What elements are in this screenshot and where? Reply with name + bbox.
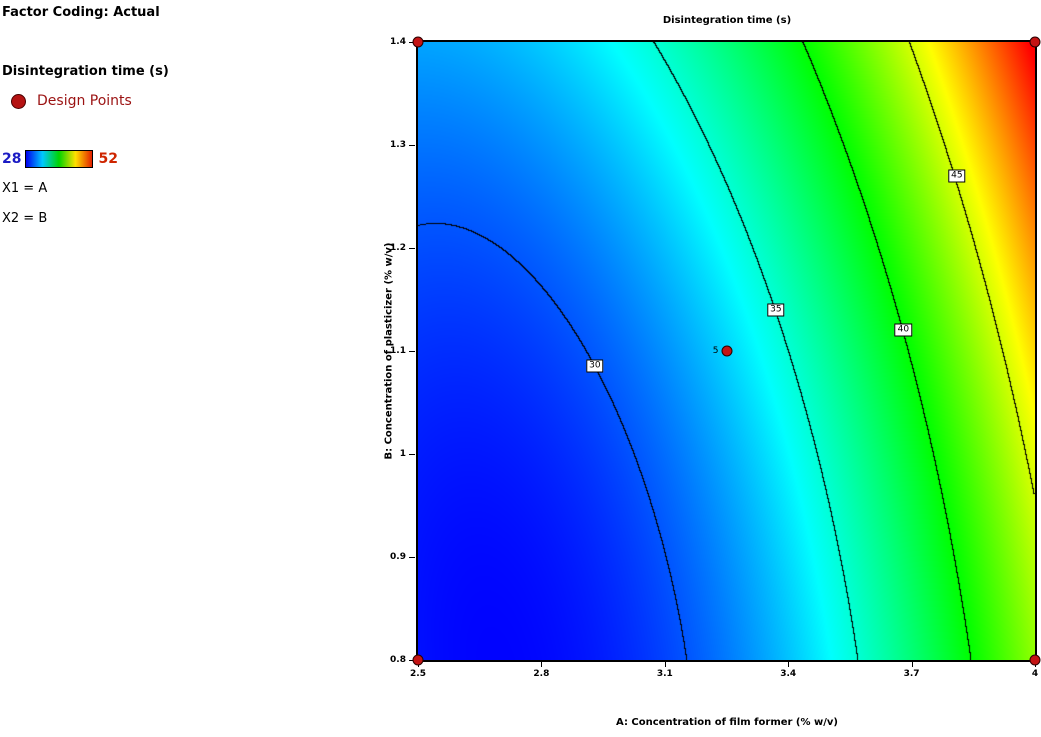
- y-tick-mark: [409, 557, 415, 558]
- x-tick-label: 2.5: [410, 669, 426, 679]
- y-tick-label: 0.8: [390, 655, 406, 665]
- chart-title: Disintegration time (s): [662, 15, 792, 26]
- y-tick-label: 0.9: [390, 552, 406, 562]
- contour-line-label: 45: [948, 169, 966, 183]
- x-tick-label: 3.1: [656, 669, 673, 679]
- x-tick-label: 2.8: [533, 669, 550, 679]
- x-tick-mark: [664, 662, 666, 667]
- design-point-count-label: 5: [712, 346, 719, 356]
- plot-area: 30 35 40 45 5: [412, 36, 1041, 666]
- y-tick-mark: [409, 454, 415, 455]
- x-tick-mark: [911, 662, 913, 667]
- x-tick-label: 3.7: [903, 669, 920, 679]
- y-tick-mark: [409, 42, 415, 43]
- y-tick-label: 1.1: [390, 346, 406, 356]
- y-tick-label: 1.2: [390, 243, 406, 253]
- y-tick-label: 1.3: [390, 140, 406, 150]
- design-point: [412, 36, 424, 48]
- response-title: Disintegration time (s): [2, 64, 169, 79]
- x-axis-title: A: Concentration of film former (% w/v): [616, 717, 838, 728]
- color-scale-gradient-bar: [25, 150, 94, 168]
- y-tick-label: 1.4: [390, 37, 406, 47]
- design-points-legend: Design Points: [11, 93, 132, 109]
- factor-coding-label: Factor Coding: Actual: [2, 5, 160, 20]
- design-points-label: Design Points: [37, 93, 132, 109]
- scale-max-label: 52: [98, 151, 118, 167]
- contour-line-label: 35: [767, 303, 785, 317]
- design-point-icon: [11, 93, 26, 109]
- y-tick-label: 1: [399, 449, 406, 459]
- design-point: [412, 654, 424, 666]
- x1-factor-label: X1 = A: [2, 181, 48, 196]
- x-tick-label: 4: [1031, 669, 1039, 679]
- design-point: [721, 345, 732, 357]
- color-scale-legend: 28 52: [2, 150, 118, 168]
- scale-min-label: 28: [2, 151, 22, 167]
- x-tick-label: 3.4: [780, 669, 797, 679]
- x-tick-mark: [541, 662, 543, 667]
- x-tick-mark: [788, 662, 790, 667]
- y-tick-mark: [409, 660, 415, 661]
- design-point: [1029, 654, 1041, 666]
- legend-panel: Factor Coding: Actual Disintegration tim…: [2, 0, 342, 300]
- x2-factor-label: X2 = B: [2, 211, 48, 226]
- y-tick-mark: [409, 145, 415, 146]
- y-tick-mark: [409, 351, 415, 352]
- y-tick-mark: [409, 248, 415, 249]
- contour-line-label: 30: [586, 359, 604, 373]
- design-point: [1029, 36, 1041, 48]
- contour-line-label: 40: [894, 323, 913, 337]
